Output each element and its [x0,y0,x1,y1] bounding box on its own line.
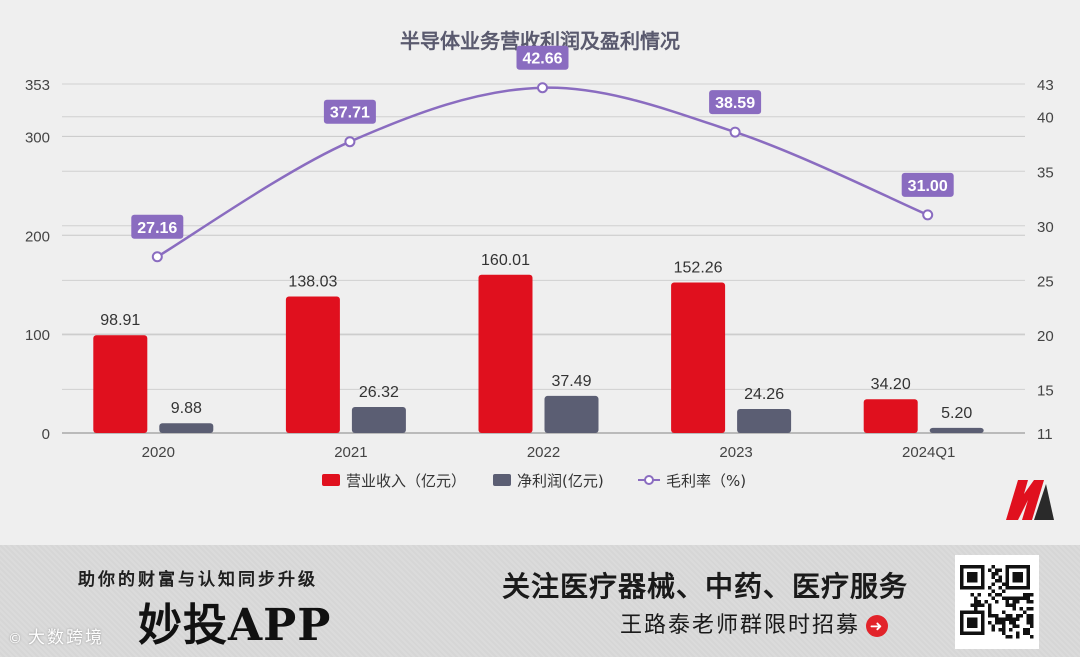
brand-logo [1006,480,1054,520]
bar-net-profit [159,423,214,433]
bar-revenue [93,335,148,433]
right-tick-label: 25 [1037,273,1054,290]
right-tick-label: 15 [1037,382,1054,399]
line-label-box [709,90,762,115]
left-tick-label: 200 [25,228,50,245]
x-tick-label: 2021 [334,444,367,461]
legend-swatch-marker [644,475,654,485]
line-label-box [131,214,184,239]
line-point [344,136,356,148]
bar-net-profit [929,427,984,433]
line-label-box [901,172,954,197]
bar-data-label: 24.26 [744,386,784,403]
left-tick-label: 353 [25,77,50,94]
line-point [922,209,934,221]
chart: 半导体业务营收利润及盈利情况01002003003531115202530354… [25,29,1054,490]
bar-revenue [863,399,918,433]
bar-data-label: 9.88 [171,400,202,417]
bar-data-label: 37.49 [551,373,591,390]
left-tick-label: 0 [42,426,50,443]
right-tick-label: 20 [1037,328,1054,345]
banner-slogan: 助你的财富与认知同步升级 [78,570,318,590]
x-tick-label: 2022 [527,444,560,461]
bar-net-profit [351,406,406,433]
right-tick-label: 35 [1037,164,1054,181]
watermark-text: 大数跨境 [28,628,104,648]
legend-label: 营业收入（亿元） [346,472,466,490]
line-data-label: 42.66 [522,51,562,68]
line-data-label: 31.00 [908,178,948,195]
bar-data-label: 34.20 [871,376,911,393]
promo-banner[interactable]: 助你的财富与认知同步升级 妙投APP 关注医疗器械、中药、医疗服务 王路泰老师群… [0,545,1080,657]
banner-app-name: 妙投APP [138,600,332,651]
x-tick-label: 2023 [719,444,752,461]
x-tick-label: 2024Q1 [902,444,955,461]
left-tick-label: 300 [25,129,50,146]
bar-data-label: 98.91 [100,312,140,329]
line-label-box [323,99,376,124]
bar-data-label: 138.03 [288,274,337,291]
line-gross-margin [156,86,929,258]
bar-data-label: 26.32 [359,384,399,401]
bar-revenue [478,274,533,433]
bar-net-profit [737,409,792,433]
right-tick-label: 40 [1037,110,1054,127]
line-data-label: 27.16 [137,220,177,237]
line-point [537,82,548,94]
bar-revenue [671,282,726,433]
bar-data-label: 5.20 [941,405,972,422]
x-tick-label: 2020 [142,444,175,461]
right-tick-label: 30 [1037,219,1054,236]
line-data-label: 37.71 [330,105,370,122]
bar-data-label: 152.26 [674,259,723,276]
watermark-icon: © [8,631,24,647]
bar-data-label: 160.01 [481,252,530,269]
bar-revenue [285,296,340,433]
right-tick-label: 43 [1037,77,1054,94]
chart-area: 半导体业务营收利润及盈利情况 0 100 200 300 353 11 15 20 25 30 35 4… [24,29,1054,520]
line-point [151,251,163,263]
legend-label: 毛利率（%) [666,472,746,490]
qr-code-icon [955,555,1039,649]
bar-net-profit [544,395,599,433]
line-point [729,126,741,138]
left-tick-label: 100 [25,327,50,344]
banner-headline: 关注医疗器械、中药、医疗服务 [502,570,909,603]
banner-subline-text: 王路泰老师群限时招募 [620,613,861,638]
line-data-label: 38.59 [715,95,755,112]
legend-swatch [322,474,340,486]
watermark: © 大数跨境 [8,623,104,648]
banner-subline[interactable]: 王路泰老师群限时招募 ➜ [620,607,889,639]
legend-swatch [493,474,511,486]
line-label-box [516,45,569,70]
arrow-right-icon: ➜ [866,615,889,637]
right-tick-label: 11 [1037,426,1053,443]
legend-label: 净利润(亿元) [517,472,604,490]
